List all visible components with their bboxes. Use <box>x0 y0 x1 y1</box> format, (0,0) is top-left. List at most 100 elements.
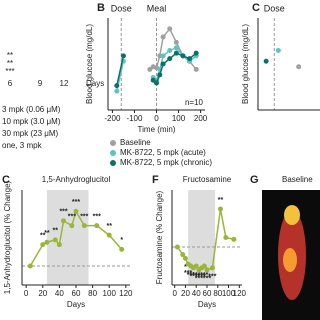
data-point <box>160 61 166 67</box>
sig-label: *** <box>187 272 195 279</box>
panel-letter: F <box>152 174 159 186</box>
panel-title: 1,5-Anhydroglucitol <box>42 175 111 184</box>
x-tick-label: 0 <box>154 114 159 123</box>
data-point <box>160 53 166 59</box>
sig-label: ** <box>7 59 13 68</box>
data-point <box>150 77 156 83</box>
legend-label: 3 mpk (0.06 μM) <box>2 105 61 114</box>
x-tick-label: 100 <box>222 289 236 298</box>
legend-marker <box>110 140 116 146</box>
data-point <box>231 236 237 242</box>
x-tick-label: 80 <box>88 289 97 298</box>
legend-marker <box>110 150 116 156</box>
y-label: Blood glucose (mg/dL) <box>85 24 94 104</box>
sig-label: *** <box>5 67 14 76</box>
legend-label: 30 mpk (23 μM) <box>2 129 59 138</box>
sig-label: *** <box>68 213 76 220</box>
sig-label: * <box>120 237 123 244</box>
data-point <box>193 263 199 269</box>
data-point <box>173 39 179 45</box>
sig-label: *** <box>192 272 200 279</box>
data-point <box>120 53 126 59</box>
data-point <box>119 246 125 252</box>
panel-letter: G <box>250 174 259 186</box>
x-tick-label: 20 <box>181 289 190 298</box>
data-point <box>94 223 100 229</box>
sig-label: *** <box>200 272 208 279</box>
x-label: Days <box>198 300 216 309</box>
x-tick-label: 100 <box>103 289 117 298</box>
sig-label: *** <box>195 276 203 283</box>
data-point <box>44 239 50 245</box>
x-label: Time (min) <box>138 125 176 134</box>
legend-label: 10 mpk (3.0 μM) <box>2 117 61 126</box>
data-point <box>187 56 193 62</box>
x-label: Days <box>67 300 85 309</box>
data-point <box>56 242 62 248</box>
x-tick-label: 200 <box>194 114 208 123</box>
data-point <box>180 53 186 59</box>
y-label: 1,5-Anhydroglucitol (% Change) <box>3 180 12 294</box>
x-tick-label: 40 <box>55 289 64 298</box>
x-tick-label: 20 <box>38 289 47 298</box>
data-point <box>167 56 173 62</box>
event-label: Dose <box>111 3 132 13</box>
data-point <box>154 80 159 86</box>
x-tick-label: -100 <box>126 114 143 123</box>
x-tick-label: 6 <box>8 79 13 88</box>
x-tick-label: 0 <box>24 289 29 298</box>
data-point <box>114 88 120 94</box>
data-point <box>40 242 46 248</box>
event-label: Dose <box>264 3 285 13</box>
sig-label: *** <box>72 199 80 206</box>
x-tick-label: 100 <box>172 114 186 123</box>
pet-organ <box>283 248 297 272</box>
x-tick-label: 60 <box>203 289 212 298</box>
data-point <box>114 83 120 89</box>
legend-label: MK-8722, 5 mpk (chronic) <box>120 158 212 167</box>
x-tick-label: 60 <box>72 289 81 298</box>
sig-label: ** <box>44 230 50 237</box>
data-point <box>223 235 229 240</box>
sig-label: *** <box>93 213 101 220</box>
data-point <box>81 223 87 229</box>
data-point <box>52 237 58 243</box>
x-tick-label: 120 <box>233 289 247 298</box>
data-point <box>147 66 153 72</box>
data-point <box>106 232 112 238</box>
data-point <box>193 66 199 72</box>
data-point <box>167 47 173 53</box>
data-point <box>27 263 33 269</box>
legend-label: MK-8722, 5 mpk (acute) <box>120 148 206 157</box>
panel-letter: C <box>252 2 260 14</box>
sig-label: *** <box>59 209 67 216</box>
x-tick-label: 12 <box>60 79 69 88</box>
data-point <box>296 64 302 70</box>
data-point <box>167 26 173 32</box>
data-point <box>263 58 269 64</box>
pet-head <box>284 205 300 225</box>
data-point <box>173 50 179 56</box>
legend-label: Baseline <box>120 138 151 147</box>
x-label: Days <box>86 79 104 88</box>
sig-label: ** <box>40 232 46 239</box>
sig-label: *** <box>208 274 216 281</box>
legend-marker <box>110 160 116 166</box>
data-point <box>69 223 75 229</box>
data-point <box>217 206 223 212</box>
sig-label: *** <box>189 274 197 281</box>
x-tick-label: 0 <box>172 289 177 298</box>
sig-label: *** <box>80 213 88 220</box>
sig-label: *** <box>198 274 206 281</box>
data-point <box>173 45 179 51</box>
data-point <box>61 218 67 224</box>
data-point <box>275 47 281 53</box>
event-label: Meal <box>147 3 167 13</box>
panel-title: Baseline <box>282 175 313 184</box>
x-tick-label: 9 <box>38 79 43 88</box>
data-point <box>73 208 79 214</box>
sig-label: *** <box>184 270 192 277</box>
data-point <box>182 255 188 261</box>
note: n=10 <box>185 98 204 107</box>
x-tick-label: 80 <box>213 289 222 298</box>
